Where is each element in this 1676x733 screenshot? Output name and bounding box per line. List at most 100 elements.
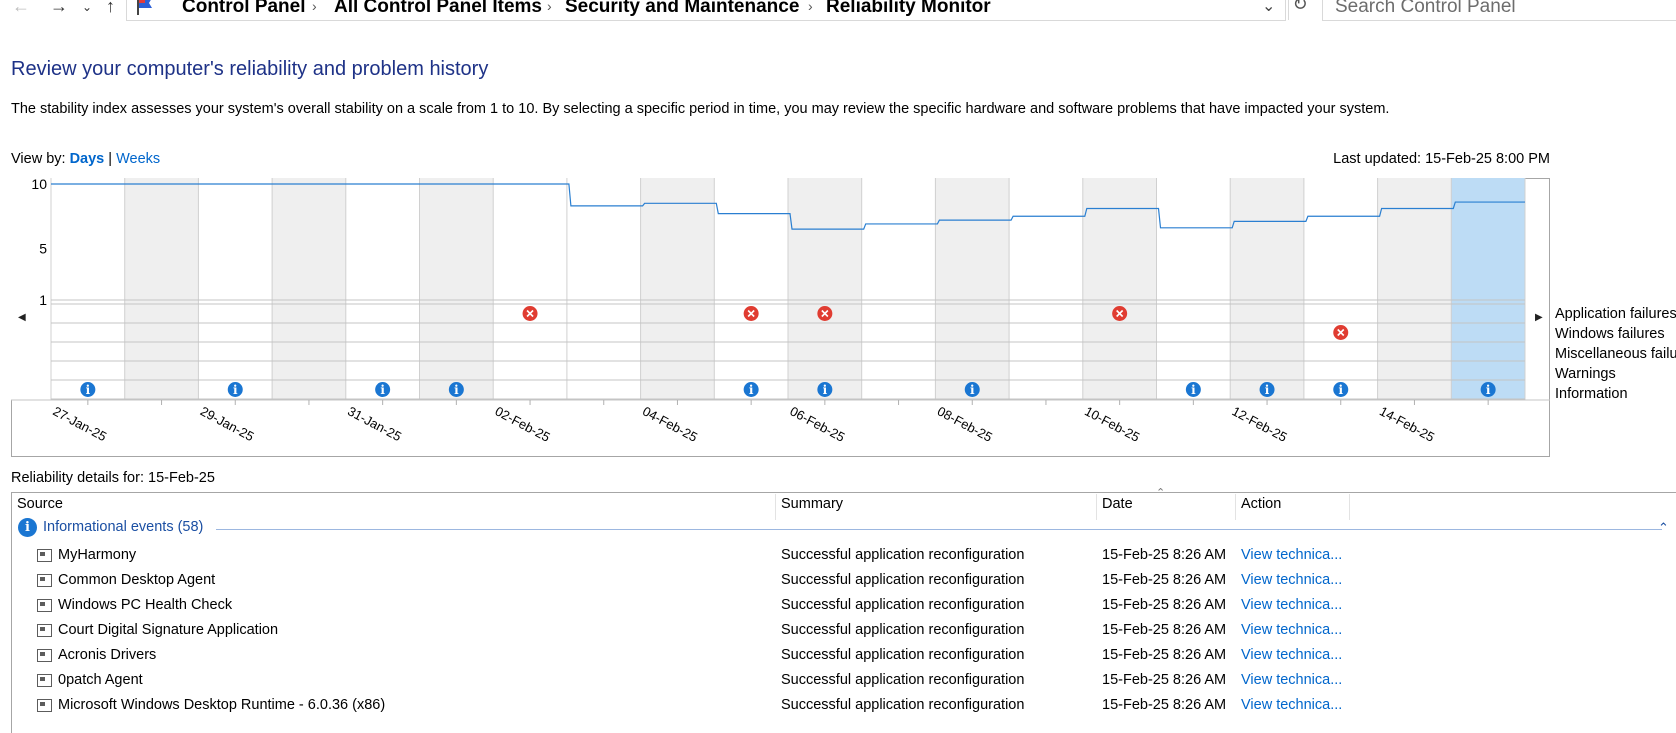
- column-divider[interactable]: [1349, 494, 1350, 520]
- column-divider[interactable]: [775, 494, 776, 520]
- view-days-link[interactable]: Days: [69, 151, 105, 167]
- info-event-icon[interactable]: [964, 382, 980, 397]
- table-row[interactable]: Acronis Drivers Successful application re…: [0, 644, 1676, 669]
- column-divider[interactable]: [1235, 494, 1236, 520]
- table-row[interactable]: 0patch Agent Successful application recon…: [0, 669, 1676, 694]
- chart-scroll-left-icon[interactable]: ◀: [18, 312, 26, 323]
- view-technical-details-link[interactable]: View technica...: [1241, 622, 1343, 638]
- day-column[interactable]: [640, 178, 715, 400]
- table-row[interactable]: Common Desktop Agent Successful applicati…: [0, 569, 1676, 594]
- selected-day-column[interactable]: [1451, 178, 1525, 400]
- day-column[interactable]: [493, 178, 567, 400]
- view-technical-details-link[interactable]: View technica...: [1241, 672, 1343, 688]
- y-tick-label: 1: [39, 292, 47, 308]
- day-column[interactable]: [198, 178, 273, 400]
- info-event-icon[interactable]: [1333, 382, 1349, 397]
- details-table: [11, 492, 1676, 733]
- day-column[interactable]: [51, 178, 125, 400]
- day-column[interactable]: [1009, 178, 1083, 400]
- back-arrow-icon[interactable]: ←: [12, 0, 30, 16]
- view-technical-details-link[interactable]: View technica...: [1241, 572, 1343, 588]
- day-column[interactable]: [419, 178, 494, 400]
- info-event-icon[interactable]: [1259, 382, 1275, 397]
- address-path-box[interactable]: [126, 0, 1286, 21]
- breadcrumb-chevron-icon[interactable]: ›: [312, 0, 317, 14]
- day-column[interactable]: [935, 178, 1010, 400]
- info-event-icon[interactable]: [743, 382, 759, 397]
- column-divider[interactable]: [1096, 494, 1097, 520]
- breadcrumb-chevron-icon[interactable]: ›: [547, 0, 552, 14]
- search-input[interactable]: Search Control Panel: [1322, 0, 1676, 21]
- table-row[interactable]: Windows PC Health Check Successful applic…: [0, 594, 1676, 619]
- recent-locations-chevron-icon[interactable]: ⌄: [82, 0, 93, 14]
- info-event-icon[interactable]: [817, 382, 833, 397]
- view-by-label: View by:: [11, 151, 66, 167]
- y-tick-label: 5: [39, 240, 47, 256]
- view-technical-details-link[interactable]: View technica...: [1241, 597, 1343, 613]
- day-column[interactable]: [714, 178, 788, 400]
- info-event-icon[interactable]: [375, 382, 391, 397]
- reliability-chart[interactable]: 10 5 1 i i i i i i i i i i i 27-Jan-25 29-Jan-25 31-Jan-…: [11, 178, 1550, 457]
- column-header-action[interactable]: Action: [1241, 496, 1282, 512]
- error-event-glyph: [1116, 309, 1124, 318]
- row-summary: Successful application reconfiguration: [781, 547, 1025, 563]
- info-event-glyph: i: [1191, 383, 1196, 397]
- view-technical-details-link[interactable]: View technica...: [1241, 697, 1343, 713]
- day-column[interactable]: [1230, 178, 1304, 400]
- info-event-glyph: i: [233, 383, 238, 397]
- day-column[interactable]: [861, 178, 936, 400]
- column-header-date[interactable]: Date: [1102, 496, 1133, 512]
- view-weeks-link[interactable]: Weeks: [116, 151, 161, 167]
- search-placeholder: Search Control Panel: [1335, 0, 1516, 17]
- up-arrow-icon[interactable]: ↑: [106, 0, 115, 16]
- application-icon: [37, 649, 52, 662]
- info-event-icon[interactable]: [1185, 382, 1201, 397]
- info-event-icon[interactable]: [80, 382, 96, 397]
- day-column[interactable]: [788, 178, 862, 400]
- group-label: Informational events (58): [43, 519, 204, 535]
- day-column[interactable]: [1082, 178, 1157, 400]
- column-header-summary[interactable]: Summary: [781, 496, 844, 512]
- day-column[interactable]: [566, 178, 641, 400]
- chart-scroll-right-icon[interactable]: ▶: [1535, 312, 1543, 323]
- row-summary: Successful application reconfiguration: [781, 697, 1025, 713]
- y-tick-label: 10: [31, 178, 47, 192]
- info-event-glyph: i: [86, 383, 91, 397]
- group-divider: [216, 529, 1662, 530]
- refresh-icon[interactable]: ↻: [1288, 0, 1311, 20]
- address-dropdown-chevron-icon[interactable]: ⌄: [1262, 0, 1276, 15]
- day-column[interactable]: [1377, 178, 1452, 400]
- day-column[interactable]: [11, 178, 51, 400]
- column-header-source[interactable]: Source: [17, 496, 63, 512]
- x-tick-label: 04-Feb-25: [640, 403, 700, 444]
- day-column[interactable]: [124, 178, 199, 400]
- last-updated: Last updated: 15-Feb-25 8:00 PM: [1333, 151, 1550, 167]
- info-event-glyph: i: [1486, 383, 1491, 397]
- view-technical-details-link[interactable]: View technica...: [1241, 647, 1343, 663]
- breadcrumb-reliability-monitor[interactable]: Reliability Monitor: [826, 0, 991, 17]
- day-column[interactable]: [345, 178, 420, 400]
- info-event-icon[interactable]: [1480, 382, 1496, 397]
- breadcrumb-security-maintenance[interactable]: Security and Maintenance: [565, 0, 800, 17]
- forward-arrow-icon[interactable]: →: [50, 0, 68, 16]
- info-event-icon[interactable]: [448, 382, 464, 397]
- stability-index-line[interactable]: [51, 183, 1525, 230]
- table-row[interactable]: Court Digital Signature Application Succe…: [0, 619, 1676, 644]
- view-by-separator: |: [108, 151, 113, 167]
- group-informational-events[interactable]: i Informational events (58) ⌃: [18, 518, 1676, 540]
- info-event-glyph: i: [823, 383, 828, 397]
- table-row[interactable]: MyHarmony Successful application reconfig…: [0, 544, 1676, 569]
- reliability-details-title: Reliability details for: 15-Feb-25: [11, 470, 215, 486]
- day-column[interactable]: [272, 178, 346, 400]
- table-row[interactable]: Microsoft Windows Desktop Runtime - 6.0.…: [0, 694, 1676, 719]
- breadcrumb-all-items[interactable]: All Control Panel Items: [334, 0, 542, 17]
- breadcrumb-control-panel[interactable]: Control Panel: [182, 0, 306, 17]
- row-source: Microsoft Windows Desktop Runtime - 6.0.…: [58, 697, 386, 713]
- day-column[interactable]: [1156, 178, 1231, 400]
- view-technical-details-link[interactable]: View technica...: [1241, 547, 1343, 563]
- breadcrumb-chevron-icon[interactable]: ›: [808, 0, 813, 14]
- info-event-icon[interactable]: [227, 382, 243, 397]
- collapse-chevron-icon[interactable]: ⌃: [1658, 520, 1669, 535]
- info-icon: i: [18, 518, 37, 537]
- day-column[interactable]: [1303, 178, 1378, 400]
